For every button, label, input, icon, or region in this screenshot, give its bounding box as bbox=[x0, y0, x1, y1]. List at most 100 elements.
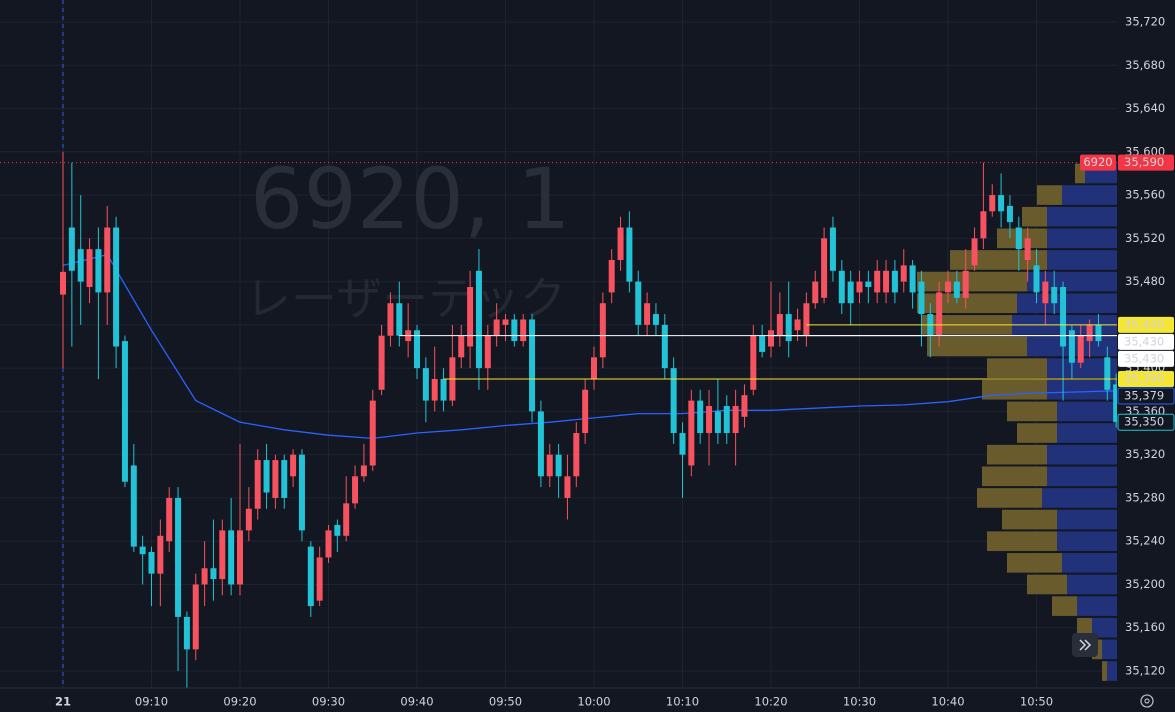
profile-bar bbox=[1017, 293, 1117, 314]
y-tick-label: 35,280 bbox=[1125, 490, 1165, 504]
x-tick-label: 10:00 bbox=[577, 695, 610, 709]
candle-body bbox=[945, 281, 951, 293]
candle-body bbox=[113, 227, 120, 347]
x-tick-label: 10:10 bbox=[666, 695, 699, 709]
price-label-bg bbox=[1118, 154, 1174, 171]
candle-body bbox=[387, 303, 394, 336]
y-tick-label: 35,320 bbox=[1125, 447, 1165, 461]
candle-body bbox=[157, 535, 164, 574]
candle-body bbox=[838, 270, 845, 304]
symbol-tag-bg bbox=[1080, 154, 1116, 171]
candle-body bbox=[272, 460, 279, 498]
candle-body bbox=[564, 476, 571, 498]
profile-bar bbox=[997, 228, 1047, 249]
candle-body bbox=[60, 271, 66, 295]
candle-body bbox=[706, 405, 713, 434]
candle-body bbox=[254, 460, 261, 509]
candle-body bbox=[741, 395, 748, 417]
profile-bar bbox=[1067, 574, 1117, 595]
candle-body bbox=[599, 303, 606, 358]
candle-body bbox=[1033, 265, 1040, 293]
candle-body bbox=[803, 303, 810, 336]
candle-body bbox=[431, 378, 438, 401]
price-axis: 35,120 35,160 35,200 35,240 35,280 35,320 35,3… bbox=[1125, 15, 1165, 678]
profile-bar bbox=[987, 444, 1047, 465]
watermark-symbol: 6920, 1 bbox=[250, 150, 571, 248]
profile-bar bbox=[1007, 401, 1057, 422]
candle-body bbox=[874, 270, 881, 293]
candle-body bbox=[1104, 357, 1111, 390]
profile-bar bbox=[987, 358, 1047, 378]
candle-body bbox=[210, 568, 217, 580]
candle-body bbox=[201, 568, 208, 585]
profile-bar bbox=[1017, 423, 1057, 443]
price-label: 35,390 bbox=[1124, 371, 1164, 385]
price-label-bg bbox=[1118, 370, 1174, 387]
candle-body bbox=[1024, 238, 1031, 260]
y-tick-label: 35,560 bbox=[1125, 188, 1165, 202]
candle-body bbox=[697, 400, 704, 434]
price-label-bg bbox=[1117, 413, 1175, 431]
candle-body bbox=[900, 265, 907, 282]
profile-bar bbox=[1047, 206, 1117, 227]
profile-bar bbox=[1042, 488, 1117, 508]
candle-body bbox=[139, 546, 146, 555]
profile-bar bbox=[1107, 661, 1117, 681]
price-label: 35,430 bbox=[1124, 351, 1164, 365]
candle-body bbox=[1077, 335, 1084, 363]
candle-body bbox=[1060, 287, 1067, 347]
candle-body bbox=[644, 303, 651, 325]
candle-body bbox=[458, 335, 465, 358]
profile-bar bbox=[1047, 358, 1117, 378]
candle-body bbox=[821, 238, 828, 298]
average-line bbox=[62, 253, 1117, 440]
candle-body bbox=[95, 249, 102, 293]
candle-body bbox=[608, 259, 615, 293]
profile-bar bbox=[1007, 553, 1062, 573]
profile-bar bbox=[927, 336, 1027, 357]
candle-body bbox=[635, 281, 642, 325]
candle-body bbox=[1086, 324, 1093, 342]
candle-body bbox=[281, 460, 288, 498]
candle-body bbox=[989, 195, 996, 212]
candle-body bbox=[776, 314, 783, 336]
profile-bar bbox=[1057, 401, 1117, 422]
profile-bar bbox=[1027, 574, 1067, 595]
settings-icon[interactable] bbox=[1140, 694, 1154, 708]
candle-body bbox=[228, 530, 235, 585]
candle-body bbox=[148, 552, 155, 574]
candle-body bbox=[316, 557, 323, 601]
candle-body bbox=[688, 400, 695, 466]
x-tick-label: 21 bbox=[55, 695, 71, 709]
profile-bar bbox=[1057, 423, 1117, 443]
candle-body bbox=[582, 389, 589, 434]
candle-body bbox=[130, 465, 137, 547]
y-tick-label: 35,240 bbox=[1125, 534, 1165, 548]
scroll-button[interactable] bbox=[1072, 633, 1098, 657]
x-tick-label: 09:30 bbox=[312, 695, 345, 709]
price-label: 35,440 bbox=[1124, 317, 1164, 331]
candle-body bbox=[263, 460, 270, 493]
profile-bar bbox=[1077, 596, 1117, 616]
candle-body bbox=[732, 405, 739, 434]
profile-bar bbox=[1027, 271, 1117, 292]
candle-body bbox=[794, 319, 801, 331]
profile-bar bbox=[1062, 185, 1117, 205]
candle-body bbox=[1068, 330, 1075, 363]
candle-body bbox=[121, 341, 128, 482]
symbol-tag: 6920 bbox=[1083, 155, 1112, 169]
candle-body bbox=[679, 433, 686, 455]
candle-body bbox=[86, 249, 93, 288]
profile-bar bbox=[1102, 661, 1107, 681]
candle-body bbox=[768, 330, 774, 347]
price-label: 35,430 bbox=[1124, 334, 1164, 348]
candle-body bbox=[511, 319, 518, 342]
candle-body bbox=[1051, 287, 1058, 304]
candle-body bbox=[856, 281, 863, 293]
y-tick-label: 35,120 bbox=[1125, 664, 1165, 678]
price-label: 35,379 bbox=[1124, 388, 1164, 402]
x-tick-label: 10:30 bbox=[843, 695, 876, 709]
candle-body bbox=[1006, 205, 1013, 223]
candle-body bbox=[1095, 324, 1102, 342]
